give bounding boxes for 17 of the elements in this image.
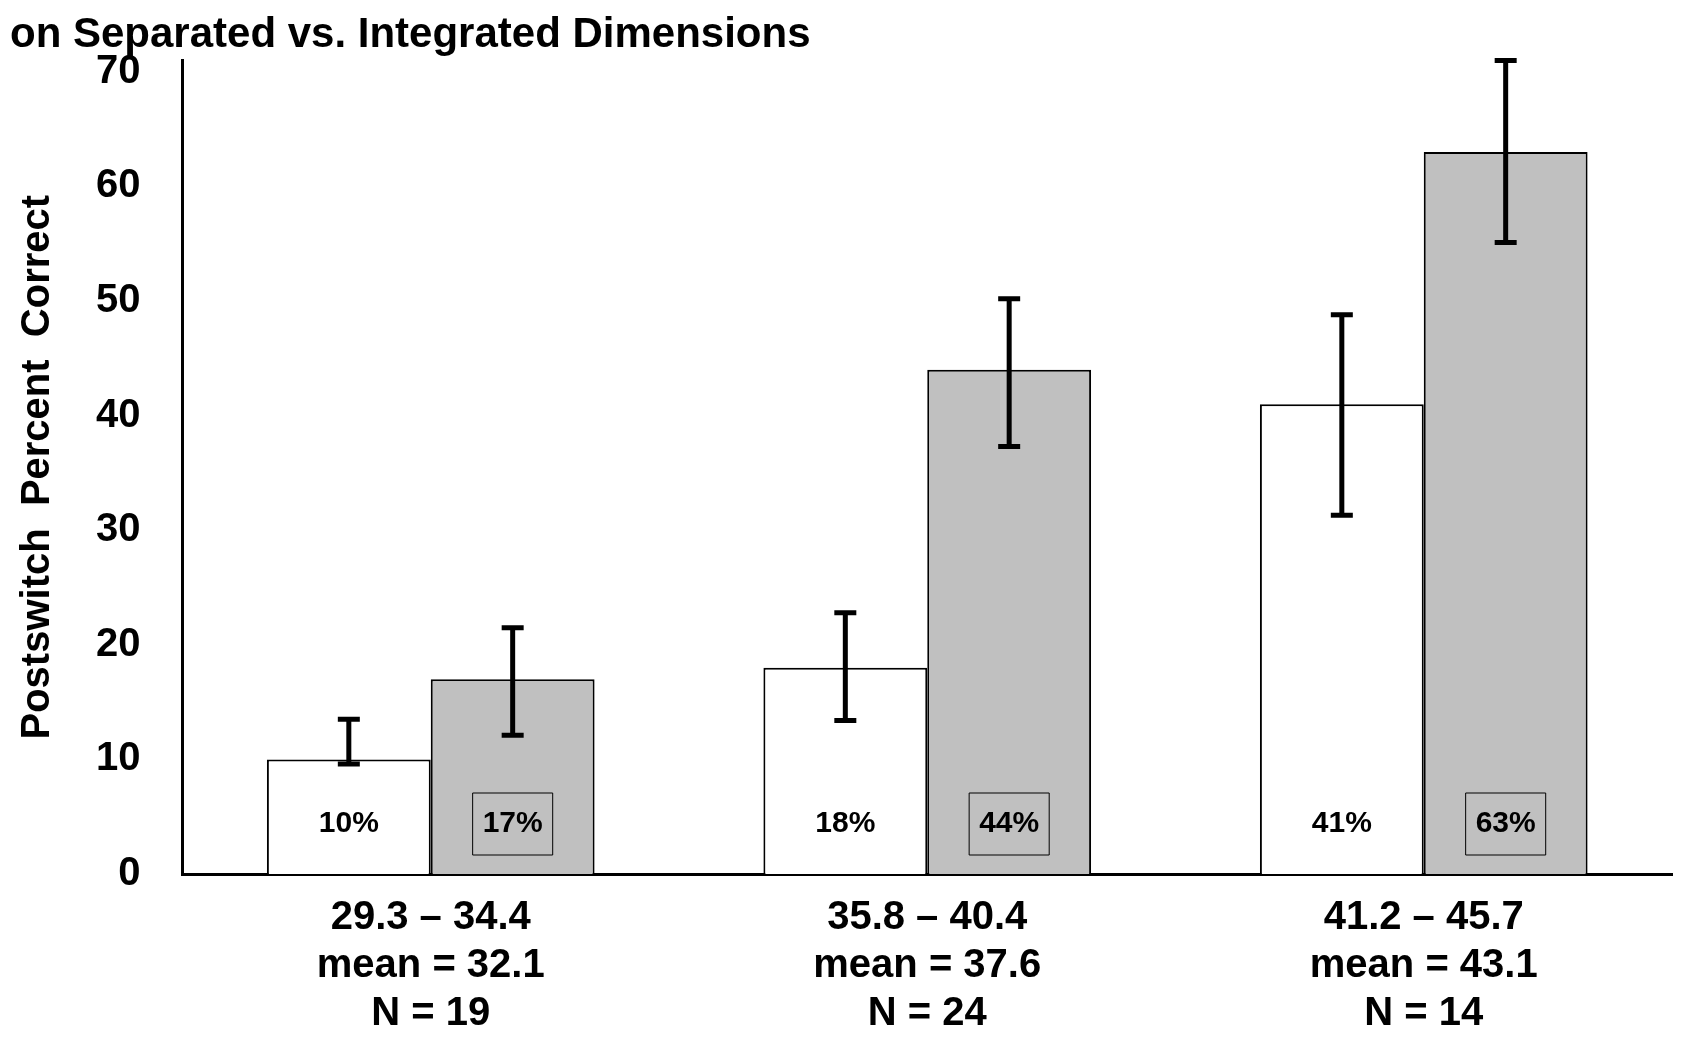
x-tick-label: 29.3 – 34.4 mean = 32.1 N = 19 bbox=[316, 893, 545, 1034]
y-tick-label: 20 bbox=[95, 619, 141, 664]
data-label: 41% bbox=[1311, 805, 1372, 839]
y-tick-label: 60 bbox=[95, 161, 141, 206]
y-axis-title: Postswitch Percent Correct bbox=[13, 194, 58, 740]
y-tick-label: 50 bbox=[95, 276, 141, 321]
data-label: 17% bbox=[482, 805, 543, 839]
data-label: 10% bbox=[318, 805, 379, 839]
data-label: 44% bbox=[979, 805, 1040, 839]
data-label: 18% bbox=[815, 805, 876, 839]
x-tick-label: 41.2 – 45.7 mean = 43.1 N = 14 bbox=[1309, 893, 1538, 1034]
y-tick-label: 30 bbox=[95, 505, 141, 550]
x-tick-label: 35.8 – 40.4 mean = 37.6 N = 24 bbox=[813, 893, 1042, 1034]
y-tick-label: 40 bbox=[95, 390, 141, 435]
y-tick-label: 10 bbox=[95, 734, 141, 779]
y-tick-label: 0 bbox=[118, 849, 141, 894]
data-label: 63% bbox=[1475, 805, 1536, 839]
